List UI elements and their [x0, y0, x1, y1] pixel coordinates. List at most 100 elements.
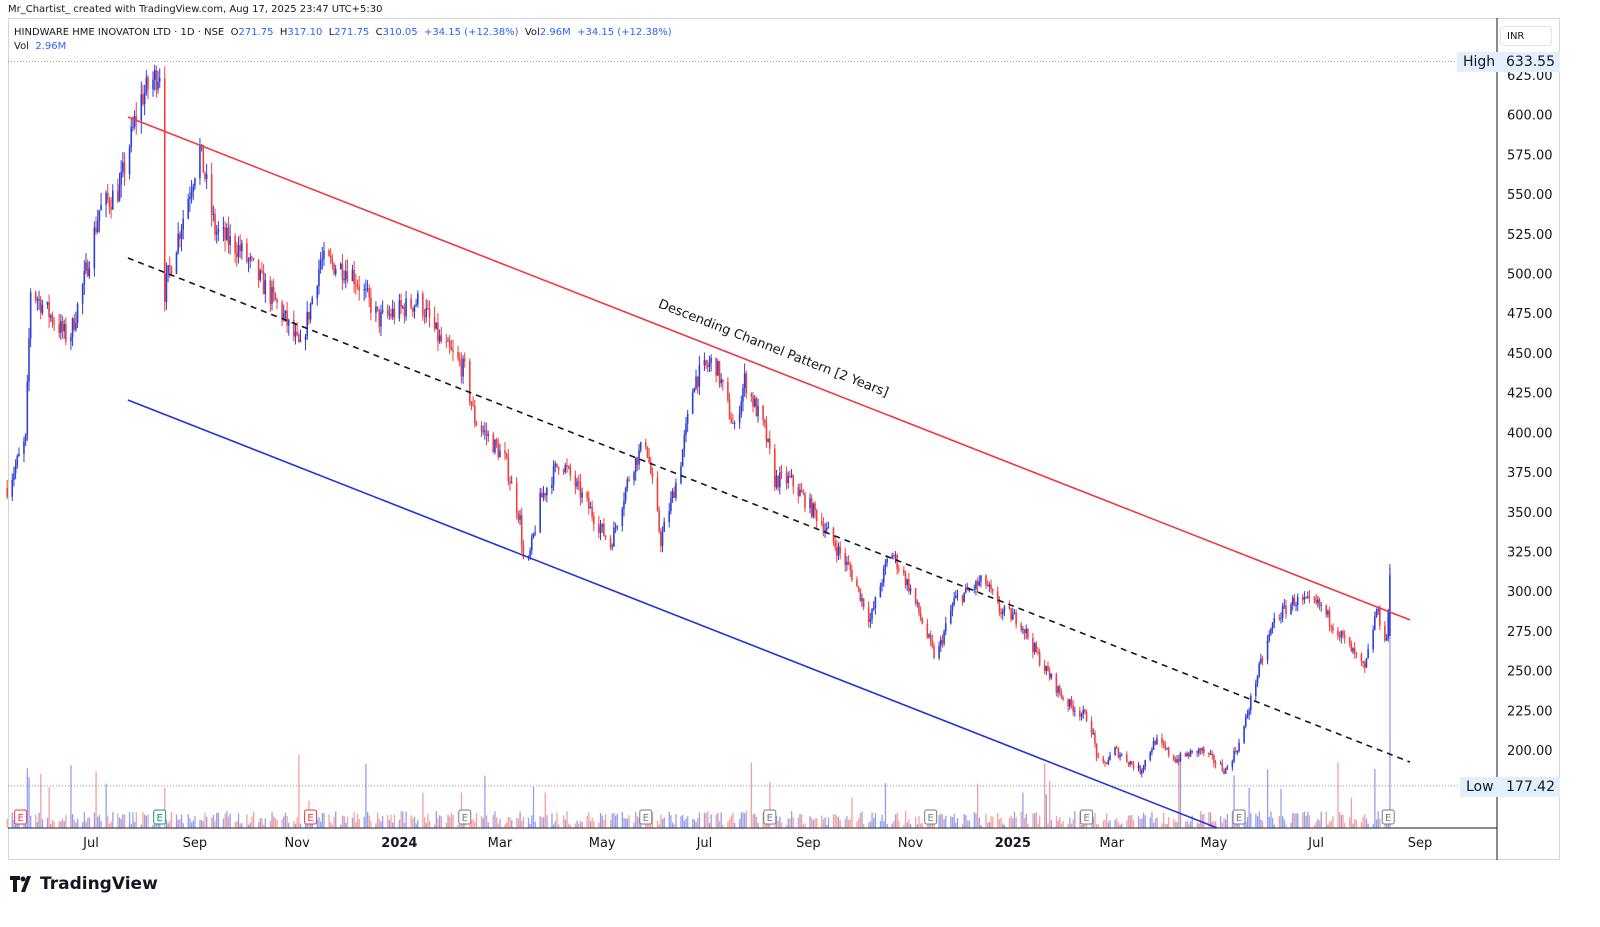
candle-body [963, 592, 965, 602]
volume-bar [93, 812, 96, 828]
volume-bar [827, 817, 830, 828]
candle-body [774, 448, 776, 488]
y-tick-label: 475.00 [1507, 307, 1553, 322]
volume-bar [237, 813, 240, 828]
candle-body [351, 269, 354, 281]
candle-body [1260, 658, 1262, 664]
volume-bar [366, 811, 369, 828]
candle-body [750, 393, 753, 397]
candle-body [978, 581, 981, 586]
candle-body [728, 399, 731, 419]
candle-body [623, 500, 625, 509]
candle-body [722, 379, 724, 382]
candle-body [1130, 761, 1133, 765]
earnings-label: E [928, 813, 934, 824]
volume-bar [1260, 819, 1262, 828]
candle-body [556, 463, 558, 467]
volume-bar [199, 819, 201, 828]
volume-bar [175, 814, 178, 828]
candle-body [986, 585, 989, 587]
volume-bar [1303, 811, 1306, 828]
candle-body [884, 562, 887, 568]
candle-body [132, 126, 134, 128]
volume-bar [568, 823, 570, 828]
volume-bar [752, 814, 754, 828]
candle-body [738, 414, 741, 423]
volume-bar [826, 824, 828, 828]
candle-body [190, 192, 193, 197]
candle-body [391, 308, 394, 317]
volume-bar [871, 812, 873, 828]
volume-bar [1080, 824, 1083, 828]
volume-bar [613, 812, 615, 828]
volume-bar [400, 811, 402, 828]
volume-bar [1070, 823, 1073, 828]
low-tag-value: 177.42 [1500, 777, 1560, 797]
candle-body [457, 351, 459, 359]
volume-bar [105, 783, 107, 828]
volume-bar [906, 822, 908, 828]
candle-body [484, 430, 486, 432]
candle-body [98, 210, 101, 221]
candle-body [224, 227, 226, 240]
volume-bar [318, 817, 320, 828]
candle-body [886, 559, 888, 563]
candle-body [534, 532, 536, 534]
candle-body [167, 265, 169, 274]
volume-bar [273, 816, 275, 828]
volume-bar [837, 816, 840, 828]
volume-bar [1119, 824, 1121, 828]
volume-bar [836, 815, 838, 828]
candle-body [1094, 733, 1096, 744]
candle-body [214, 213, 216, 235]
candle-body [1208, 752, 1210, 755]
candle-body [179, 233, 181, 240]
volume-bar [1023, 818, 1026, 828]
candle-body [316, 286, 319, 299]
candle-body [118, 184, 121, 202]
y-tick-label: 425.00 [1507, 387, 1553, 402]
volume-bar [1013, 811, 1016, 828]
volume-bar [1293, 813, 1296, 828]
candle-body [941, 639, 944, 644]
volume-bar [6, 818, 8, 828]
volume-bar [988, 822, 991, 828]
volume-bar [879, 820, 882, 828]
volume-bar [159, 823, 161, 828]
currency-label[interactable]: INR [1500, 26, 1552, 46]
tradingview-logo[interactable]: TradingView [10, 874, 158, 894]
volume-bar [298, 754, 300, 828]
candle-body [949, 610, 952, 624]
volume-bar [507, 817, 510, 828]
volume-bar [140, 824, 142, 828]
volume-bar [943, 819, 945, 828]
high-tag-value: 633.55 [1500, 52, 1560, 72]
candle-body [405, 298, 407, 317]
volume-bar [1079, 811, 1081, 828]
candle-body [1090, 721, 1093, 734]
volume-bar [1131, 815, 1133, 828]
volume-bar [868, 822, 870, 828]
volume-bar [578, 823, 580, 828]
candle-body [71, 318, 74, 338]
volume-bar [790, 811, 793, 828]
candle-body [710, 357, 712, 363]
candle-body [334, 269, 337, 275]
volume-bar [921, 823, 923, 828]
volume-bar [331, 824, 334, 828]
candle-body [639, 442, 642, 451]
candle-body [740, 401, 743, 415]
volume-bar [449, 816, 451, 828]
candle-body [108, 199, 111, 207]
symbol-name[interactable]: HINDWARE HME INOVATON LTD · 1D · NSE [14, 27, 225, 38]
volume-bar [487, 822, 489, 828]
volume-bar [87, 817, 89, 828]
volume-bar [1330, 820, 1332, 828]
volume-bar [812, 820, 815, 828]
candle-body [318, 268, 320, 287]
volume-label[interactable]: Vol [14, 41, 29, 52]
candle-body [1022, 628, 1024, 630]
candle-body [241, 243, 243, 252]
candle-body [287, 319, 290, 326]
